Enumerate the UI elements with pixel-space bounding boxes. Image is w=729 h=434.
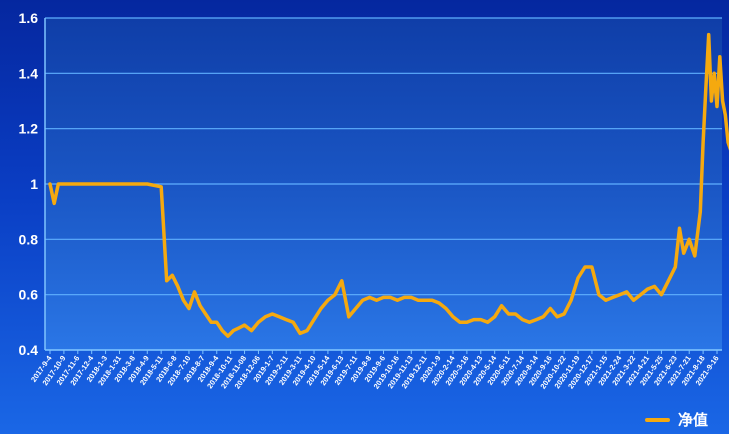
legend: 净值 (645, 411, 708, 429)
y-tick-label: 1 (30, 176, 38, 192)
y-tick-label: 0.4 (19, 342, 39, 358)
series (48, 32, 729, 338)
axes (44, 18, 722, 354)
y-tick-labels: 0.4 0.6 0.8 1 1.2 1.4 1.6 (19, 10, 39, 358)
y-tick-label: 0.6 (19, 287, 39, 303)
x-tick-labels: 2017-9-42017-10-92017-11-62017-12-42018-… (29, 353, 721, 390)
y-tick-label: 0.8 (19, 231, 39, 247)
y-tick-label: 1.6 (19, 10, 39, 26)
y-tick-label: 1.2 (19, 121, 39, 137)
legend-label: 净值 (678, 411, 708, 429)
y-tick-label: 1.4 (19, 65, 39, 81)
series-line (48, 32, 729, 338)
